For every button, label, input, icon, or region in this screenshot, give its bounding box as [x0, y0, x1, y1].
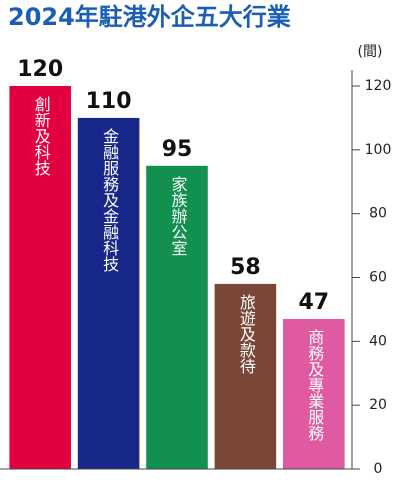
y-tick-label: 0: [374, 461, 383, 477]
bar: [9, 86, 71, 469]
chart-title: 2024年駐港外企五大行業: [8, 3, 291, 31]
y-tick-label: 40: [369, 333, 387, 349]
y-tick-label: 80: [369, 206, 387, 222]
category-label: 旅遊及款待: [237, 294, 256, 375]
bar: [146, 165, 208, 469]
value-label: 120: [17, 57, 63, 82]
bar: [77, 117, 140, 470]
y-tick-label: 60: [369, 270, 387, 286]
y-tick-label: 100: [365, 142, 392, 158]
value-label: 47: [298, 290, 329, 315]
y-tick-label: 120: [365, 78, 392, 94]
bar: [214, 283, 277, 469]
category-label: 金融服務及金融科技: [100, 128, 119, 273]
category-label: 創新及科技: [32, 96, 51, 177]
value-label: 110: [86, 89, 132, 114]
value-label: 58: [230, 255, 261, 280]
category-label: 家族辦公室: [169, 176, 188, 256]
bar: [283, 318, 345, 469]
value-label: 95: [162, 137, 193, 162]
y-tick-label: 20: [369, 397, 387, 413]
unit-label: (間): [358, 44, 383, 60]
category-label: 商務及專業服務: [305, 329, 324, 442]
